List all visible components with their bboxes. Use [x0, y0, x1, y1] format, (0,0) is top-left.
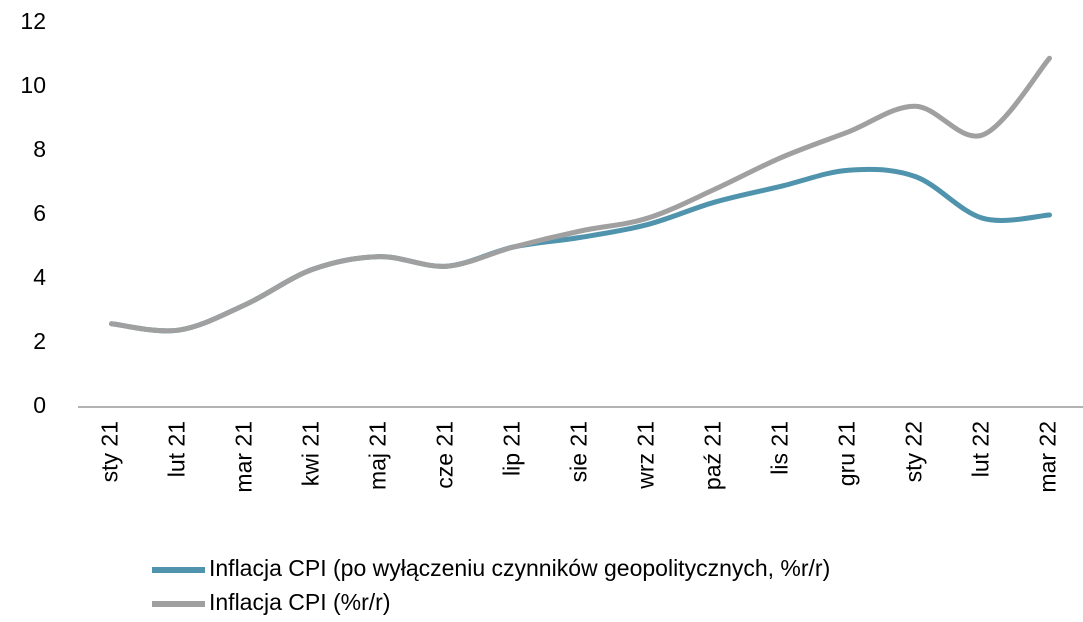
- x-tick-label: maj 21: [365, 421, 391, 490]
- y-tick-label: 12: [20, 8, 46, 34]
- x-tick-label: wrz 21: [633, 421, 659, 490]
- series-line: [109, 55, 1052, 334]
- y-tick-label: 2: [33, 328, 46, 354]
- legend-label: Inflacja CPI (po wyłączeniu czynników ge…: [209, 555, 830, 581]
- x-tick-label: sty 22: [901, 421, 927, 482]
- x-tick-label: mar 21: [231, 421, 257, 493]
- x-tick-label: cze 21: [432, 421, 458, 489]
- y-tick-label: 6: [33, 200, 46, 226]
- y-tick-label: 0: [33, 392, 46, 418]
- x-tick-label: lip 21: [499, 421, 525, 476]
- x-tick-label: paź 21: [700, 421, 726, 490]
- legend-label: Inflacja CPI (%r/r): [209, 589, 390, 615]
- x-tick-label: kwi 21: [298, 421, 324, 486]
- x-tick-label: lis 21: [767, 421, 793, 475]
- x-tick-label: mar 22: [1035, 421, 1061, 493]
- x-tick-label: lut 22: [968, 421, 994, 477]
- x-tick-label: sty 21: [97, 421, 123, 482]
- x-tick-label: gru 21: [834, 421, 860, 486]
- y-tick-label: 10: [20, 72, 46, 98]
- x-tick-label: lut 21: [164, 421, 190, 477]
- y-tick-label: 4: [33, 264, 46, 290]
- y-tick-label: 8: [33, 136, 46, 162]
- x-tick-label: sie 21: [566, 421, 592, 482]
- series-line: [109, 166, 1052, 334]
